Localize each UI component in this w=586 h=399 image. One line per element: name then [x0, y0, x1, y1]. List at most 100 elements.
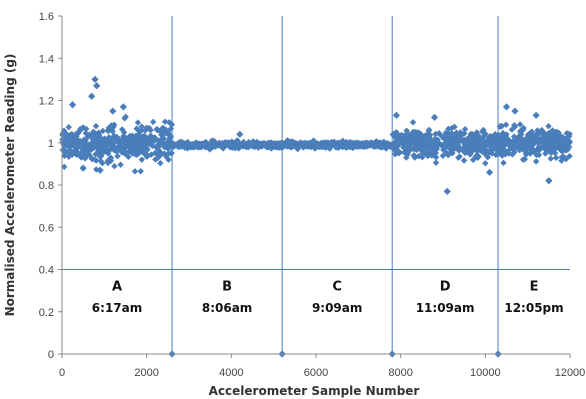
data-point — [549, 134, 557, 141]
data-point — [469, 144, 476, 151]
data-point — [287, 140, 295, 148]
data-point — [479, 135, 486, 143]
data-point — [534, 127, 541, 134]
data-point — [516, 132, 523, 140]
data-point — [161, 150, 168, 157]
segment-letter: B — [222, 280, 232, 295]
data-point — [403, 140, 410, 147]
data-point — [149, 118, 157, 126]
data-point — [524, 135, 532, 142]
data-point — [451, 134, 458, 142]
data-point — [509, 151, 516, 158]
outlier-point — [79, 164, 87, 172]
data-point — [529, 146, 536, 153]
data-point — [384, 140, 391, 147]
data-point — [114, 152, 121, 160]
data-point — [393, 136, 401, 143]
data-point — [545, 137, 553, 144]
data-point — [96, 141, 104, 148]
data-point — [447, 132, 454, 139]
data-point — [225, 139, 232, 146]
data-point — [545, 129, 552, 137]
data-point — [499, 134, 506, 141]
data-point — [121, 145, 128, 152]
data-point — [447, 149, 454, 157]
data-point — [154, 154, 161, 162]
outlier-point — [485, 168, 494, 176]
data-point — [519, 156, 527, 163]
data-point — [500, 159, 507, 167]
data-point — [118, 147, 125, 155]
data-point — [527, 150, 534, 157]
data-point — [86, 146, 93, 154]
data-point — [404, 145, 412, 153]
data-point — [117, 161, 124, 168]
data-point — [552, 144, 560, 152]
data-point — [551, 149, 559, 157]
data-point — [121, 141, 129, 148]
data-point — [451, 123, 458, 131]
data-point — [545, 144, 552, 152]
y-tick-label: 0.4 — [39, 265, 54, 277]
data-point — [527, 139, 534, 146]
data-point — [75, 129, 82, 137]
data-point — [129, 137, 136, 144]
data-point — [547, 148, 555, 156]
x-tick-label: 6000 — [304, 367, 328, 379]
data-point — [104, 159, 112, 167]
data-point — [562, 147, 569, 154]
data-point — [555, 131, 563, 138]
data-point — [529, 133, 537, 141]
segment-letter: A — [112, 280, 122, 295]
data-point — [240, 139, 248, 146]
data-point — [522, 151, 530, 158]
data-point — [162, 142, 170, 149]
outlier-point — [502, 103, 511, 111]
data-point — [432, 130, 439, 138]
data-point — [184, 145, 191, 152]
data-point — [208, 137, 216, 144]
data-point — [115, 140, 123, 147]
data-point — [469, 156, 477, 164]
data-point — [259, 140, 267, 148]
data-point — [88, 155, 96, 163]
segment-labels: A 6:17am B 8:06am C 9:09am D 11:09am E 12:05pm — [92, 280, 564, 315]
data-point — [541, 143, 549, 150]
data-point — [475, 138, 482, 145]
data-point — [419, 154, 426, 161]
data-point — [532, 135, 539, 142]
data-point — [475, 142, 482, 149]
x-axis-title: Accelerometer Sample Number — [209, 384, 420, 398]
data-point — [83, 125, 90, 133]
data-point — [360, 140, 367, 147]
data-point — [124, 135, 132, 142]
data-point — [154, 126, 161, 134]
data-point — [442, 139, 449, 147]
segment-time: 12:05pm — [504, 301, 563, 315]
data-point — [144, 145, 151, 153]
data-point — [206, 146, 214, 153]
data-point — [435, 130, 443, 137]
data-point — [333, 143, 340, 150]
data-point — [413, 139, 420, 147]
data-point — [407, 144, 414, 152]
data-point — [519, 126, 527, 134]
data-point — [557, 146, 564, 154]
data-point — [456, 147, 463, 154]
data-point — [188, 142, 195, 149]
data-point — [425, 126, 433, 134]
data-point — [144, 136, 151, 143]
data-point — [347, 141, 354, 148]
data-point — [404, 149, 412, 156]
plot-area — [59, 16, 573, 358]
data-point — [366, 142, 373, 149]
data-point — [159, 124, 167, 132]
data-point — [111, 132, 118, 139]
data-point — [330, 138, 338, 146]
data-point — [104, 127, 112, 135]
data-point — [314, 140, 321, 147]
data-point — [63, 136, 70, 143]
data-point — [405, 135, 412, 143]
data-point — [91, 156, 99, 163]
